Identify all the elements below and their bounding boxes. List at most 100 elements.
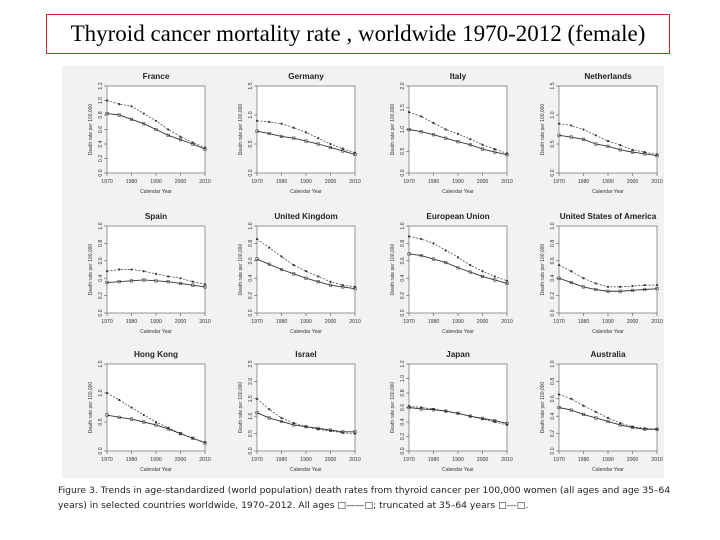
y-tick-label: 0.0 [248, 309, 254, 316]
data-point-all-ages [166, 133, 170, 137]
data-point-all-ages [279, 419, 284, 423]
x-tick-label: 2000 [477, 179, 489, 185]
x-tick-label: 1980 [276, 457, 288, 463]
data-point-35-64 [570, 124, 573, 127]
x-tick-label: 2000 [627, 179, 639, 185]
data-point-35-64 [594, 410, 597, 413]
data-point-all-ages [569, 135, 573, 139]
y-axis-label: Death rate per 100,000 [88, 104, 94, 156]
chart-panel: European Union 0.0 0.2 0.4 0.6 0.8 1.0 Death ra… [364, 206, 514, 343]
caption-line-2: years) in selected countries worldwide, … [58, 500, 529, 511]
y-tick-label: 1.0 [248, 412, 254, 419]
data-point-all-ages [292, 136, 296, 140]
data-point-35-64 [606, 285, 610, 288]
y-tick-label: 1.0 [98, 389, 104, 396]
data-point-all-ages [316, 142, 320, 146]
chart-svg: Israel 0.0 0.5 1.0 1.5 2.0 2.5 Death rate per 1… [238, 350, 361, 473]
chart-panel: United Kingdom 0.0 0.2 0.4 0.6 0.8 1.0 Death ra… [212, 206, 362, 343]
data-point-35-64 [444, 249, 447, 252]
x-tick-label: 2010 [199, 457, 211, 463]
y-tick-label: 1.0 [550, 111, 556, 118]
x-tick-label: 2010 [501, 457, 513, 463]
x-tick-label: 2000 [175, 179, 187, 185]
x-axis-label: Calendar Year [592, 467, 624, 473]
data-point-all-ages [117, 113, 121, 117]
x-axis-label: Calendar Year [290, 189, 322, 195]
data-point-35-64 [420, 237, 423, 241]
x-axis-label: Calendar Year [592, 189, 624, 195]
data-point-35-64 [118, 103, 121, 106]
y-tick-label: 0.0 [98, 447, 104, 454]
x-tick-label: 2010 [651, 319, 663, 325]
y-tick-label: 0.8 [98, 240, 104, 247]
data-point-35-64 [420, 406, 423, 409]
data-point-35-64 [456, 132, 460, 135]
data-point-all-ages [178, 138, 183, 142]
y-tick-label: 1.0 [400, 375, 406, 382]
data-point-all-ages [154, 423, 158, 427]
chart-panel: Israel 0.0 0.5 1.0 1.5 2.0 2.5 Death rate per 1… [212, 344, 362, 481]
x-tick-label: 1980 [578, 457, 590, 463]
plot-area [256, 85, 356, 174]
y-tick-label: 0.2 [400, 292, 406, 299]
data-point-35-64 [631, 425, 634, 428]
data-point-35-64 [203, 146, 207, 149]
data-point-all-ages [142, 278, 146, 282]
y-tick-label: 0.6 [400, 257, 406, 264]
data-point-35-64 [154, 272, 158, 275]
data-point-35-64 [268, 246, 271, 249]
y-axis-label: Death rate per 100,000 [88, 244, 94, 296]
data-point-35-64 [280, 255, 283, 258]
data-point-35-64 [432, 407, 435, 411]
x-tick-label: 1970 [101, 457, 113, 463]
data-point-35-64 [167, 275, 170, 278]
x-tick-label: 1970 [553, 319, 565, 325]
data-point-all-ages [444, 136, 448, 140]
data-point-35-64 [341, 284, 344, 287]
y-tick-label: 0.4 [98, 274, 104, 281]
y-tick-label: 2.0 [400, 82, 406, 89]
series-line-all-ages [256, 130, 356, 155]
x-axis-label: Calendar Year [442, 189, 474, 195]
y-tick-label: 0.5 [98, 418, 104, 425]
data-point-35-64 [505, 152, 509, 155]
y-tick-label: 1.0 [248, 222, 254, 229]
data-point-35-64 [407, 111, 411, 114]
data-point-35-64 [130, 268, 133, 271]
y-axis-label: Death rate per 100,000 [88, 382, 94, 434]
chart-svg: Hong Kong 0.0 0.5 1.0 1.5 Death rate per 100,… [88, 350, 211, 473]
x-axis-label: Calendar Year [592, 329, 624, 335]
y-tick-label: 0.2 [400, 433, 406, 440]
x-axis-label: Calendar Year [140, 467, 172, 473]
plot-area [558, 85, 658, 174]
data-point-all-ages [493, 150, 497, 154]
data-point-35-64 [456, 256, 460, 259]
chart-panel: Hong Kong 0.0 0.5 1.0 1.5 Death rate per 100,… [62, 344, 212, 481]
data-point-35-64 [179, 432, 182, 435]
data-point-35-64 [655, 153, 659, 156]
data-point-all-ages [419, 254, 423, 258]
x-tick-label: 2010 [349, 457, 361, 463]
y-tick-label: 1.5 [248, 82, 254, 89]
x-tick-label: 1990 [602, 179, 614, 185]
x-tick-label: 1970 [553, 457, 565, 463]
x-tick-label: 1970 [403, 457, 415, 463]
chart-panel: Spain 0.0 0.2 0.4 0.6 0.8 1.0 Death rate per 10… [62, 206, 212, 343]
data-point-35-64 [481, 418, 484, 421]
y-tick-label: 0.2 [98, 292, 104, 299]
chart-title: France [143, 72, 170, 81]
y-tick-label: 1.0 [248, 111, 254, 118]
data-point-35-64 [329, 142, 332, 146]
x-axis-label: Calendar Year [442, 329, 474, 335]
y-tick-label: 0.0 [400, 169, 406, 176]
data-point-all-ages [456, 140, 460, 144]
data-point-35-64 [643, 151, 646, 154]
data-point-35-64 [179, 135, 182, 138]
data-point-all-ages [304, 425, 308, 429]
data-point-35-64 [292, 422, 295, 425]
data-point-all-ages [606, 144, 610, 148]
series-line-all-ages [558, 134, 658, 157]
y-tick-label: 1.0 [400, 222, 406, 229]
y-tick-label: 0.0 [550, 309, 556, 316]
data-point-all-ages [606, 289, 610, 293]
